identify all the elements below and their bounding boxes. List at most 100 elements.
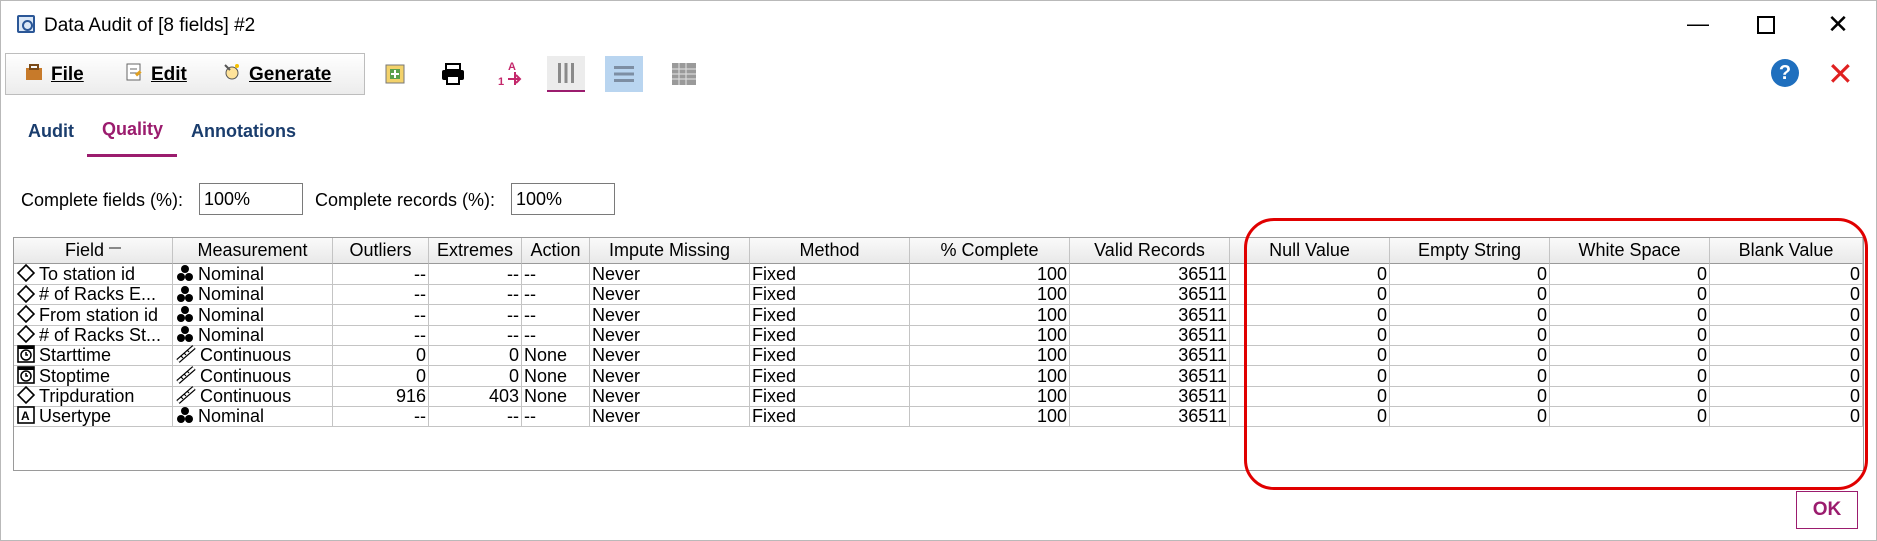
cell-white: 0 bbox=[1550, 324, 1710, 346]
cell-field: From station id bbox=[14, 304, 173, 326]
generate-menu[interactable]: Generate bbox=[222, 62, 331, 88]
grid-view-icon[interactable] bbox=[665, 56, 703, 92]
diamond-icon bbox=[16, 304, 36, 325]
header-extremes[interactable]: Extremes bbox=[429, 238, 522, 264]
header-blank-value[interactable]: Blank Value bbox=[1710, 238, 1863, 264]
cell-action[interactable]: -- bbox=[522, 264, 590, 285]
svg-text:A: A bbox=[508, 61, 516, 73]
close-icon[interactable]: ✕ bbox=[1827, 56, 1854, 92]
tab-annotations[interactable]: Annotations bbox=[191, 121, 296, 141]
cell-empty: 0 bbox=[1390, 324, 1550, 346]
header-field[interactable]: Field bbox=[14, 238, 173, 264]
cell-action[interactable]: None bbox=[522, 385, 590, 407]
cell-empty: 0 bbox=[1390, 385, 1550, 407]
cell-empty: 0 bbox=[1390, 365, 1550, 387]
diamond-icon bbox=[16, 385, 36, 406]
minimize-button[interactable]: — bbox=[1687, 11, 1709, 36]
cell-impute[interactable]: Never bbox=[590, 365, 750, 387]
cell-method[interactable]: Fixed bbox=[750, 406, 910, 428]
cell-action[interactable]: -- bbox=[522, 304, 590, 326]
column-view-icon[interactable] bbox=[547, 56, 585, 92]
cell-impute[interactable]: Never bbox=[590, 304, 750, 326]
cell-valid: 36511 bbox=[1070, 304, 1230, 326]
cell-extremes: -- bbox=[429, 264, 522, 285]
cell-action[interactable]: None bbox=[522, 345, 590, 367]
continuous-icon bbox=[176, 386, 196, 406]
nominal-icon bbox=[176, 305, 194, 325]
continuous-icon bbox=[176, 365, 196, 386]
cell-method[interactable]: Fixed bbox=[750, 345, 910, 367]
cell-method[interactable]: Fixed bbox=[750, 304, 910, 326]
cell-field: # of Racks E... bbox=[14, 284, 173, 306]
cell-valid: 36511 bbox=[1070, 345, 1230, 367]
diamond-icon bbox=[16, 284, 36, 305]
cell-white: 0 bbox=[1550, 406, 1710, 428]
cell-method[interactable]: Fixed bbox=[750, 324, 910, 346]
header-outliers[interactable]: Outliers bbox=[333, 238, 429, 264]
cell-empty: 0 bbox=[1390, 304, 1550, 326]
header-empty-string[interactable]: Empty String bbox=[1390, 238, 1550, 264]
close-window-button[interactable]: ✕ bbox=[1827, 9, 1849, 39]
maximize-icon bbox=[1757, 16, 1775, 34]
cell-method[interactable]: Fixed bbox=[750, 264, 910, 285]
clock-icon bbox=[17, 365, 35, 386]
cell-extremes: 403 bbox=[429, 385, 522, 407]
nominal-icon bbox=[176, 264, 194, 284]
cell-action[interactable]: -- bbox=[522, 406, 590, 428]
tab-audit[interactable]: Audit bbox=[28, 121, 74, 141]
ok-button[interactable]: OK bbox=[1796, 491, 1858, 529]
cell-field: A Usertype bbox=[14, 406, 173, 428]
header-percent-complete[interactable]: % Complete bbox=[910, 238, 1070, 264]
cell-field: To station id bbox=[14, 264, 173, 285]
tab-quality[interactable]: Quality bbox=[102, 119, 164, 139]
help-icon[interactable]: ? bbox=[1771, 59, 1799, 87]
complete-fields-value: 100% bbox=[199, 183, 303, 215]
cell-impute[interactable]: Never bbox=[590, 345, 750, 367]
header-impute-missing[interactable]: Impute Missing bbox=[590, 238, 750, 264]
row-view-icon[interactable] bbox=[605, 56, 643, 92]
cell-null: 0 bbox=[1230, 304, 1390, 326]
cell-white: 0 bbox=[1550, 385, 1710, 407]
cell-empty: 0 bbox=[1390, 406, 1550, 428]
cell-blank: 0 bbox=[1710, 304, 1863, 326]
cell-action[interactable]: None bbox=[522, 365, 590, 387]
cell-method[interactable]: Fixed bbox=[750, 385, 910, 407]
cell-meas: Nominal bbox=[173, 324, 333, 346]
cell-complete: 100 bbox=[910, 365, 1070, 387]
cell-action[interactable]: -- bbox=[522, 284, 590, 306]
file-menu[interactable]: File bbox=[24, 62, 84, 88]
edit-menu[interactable]: Edit bbox=[124, 62, 187, 88]
cell-impute[interactable]: Never bbox=[590, 284, 750, 306]
svg-text:A: A bbox=[21, 409, 30, 423]
nominal-icon bbox=[176, 325, 194, 345]
cell-complete: 100 bbox=[910, 264, 1070, 285]
nominal-icon bbox=[176, 285, 194, 305]
cell-impute[interactable]: Never bbox=[590, 264, 750, 285]
cell-outliers: 0 bbox=[333, 345, 429, 367]
cell-field: Stoptime bbox=[14, 365, 173, 387]
cell-valid: 36511 bbox=[1070, 385, 1230, 407]
cell-meas: Continuous bbox=[173, 365, 333, 387]
maximize-button[interactable] bbox=[1746, 9, 1786, 39]
cell-null: 0 bbox=[1230, 345, 1390, 367]
cell-impute[interactable]: Never bbox=[590, 406, 750, 428]
cell-impute[interactable]: Never bbox=[590, 385, 750, 407]
header-white-space[interactable]: White Space bbox=[1550, 238, 1710, 264]
cell-method[interactable]: Fixed bbox=[750, 284, 910, 306]
cell-outliers: 0 bbox=[333, 365, 429, 387]
add-to-stream-icon[interactable] bbox=[376, 56, 414, 92]
header-measurement[interactable]: Measurement bbox=[173, 238, 333, 264]
cell-impute[interactable]: Never bbox=[590, 324, 750, 346]
print-icon[interactable] bbox=[434, 56, 472, 92]
cell-action[interactable]: -- bbox=[522, 324, 590, 346]
diamond-icon bbox=[16, 325, 36, 345]
cell-method[interactable]: Fixed bbox=[750, 365, 910, 387]
header-action[interactable]: Action bbox=[522, 238, 590, 264]
active-tab-indicator bbox=[87, 154, 177, 157]
header-null-value[interactable]: Null Value bbox=[1230, 238, 1390, 264]
header-valid-records[interactable]: Valid Records bbox=[1070, 238, 1230, 264]
quality-table[interactable]: Field Measurement Outliers Extremes Action Im… bbox=[13, 237, 1864, 471]
header-method[interactable]: Method bbox=[750, 238, 910, 264]
cell-extremes: 0 bbox=[429, 345, 522, 367]
